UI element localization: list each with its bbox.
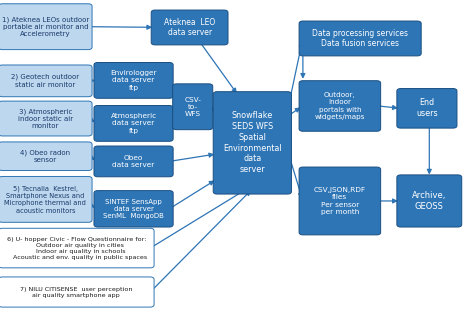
FancyBboxPatch shape <box>0 4 92 50</box>
Text: 7) NILU CITISENSE  user perception
air quality smartphone app: 7) NILU CITISENSE user perception air qu… <box>20 286 132 298</box>
FancyBboxPatch shape <box>0 277 154 307</box>
Text: 5) Tecnalia  Kestrel,
Smartphone Nexus and
Microphone thermal and
acoustic monit: 5) Tecnalia Kestrel, Smartphone Nexus an… <box>4 185 86 214</box>
Text: 6) U- hopper Civic - Flow Questionnaire for:
    Outdoor air quality in cities
 : 6) U- hopper Civic - Flow Questionnaire … <box>5 236 147 260</box>
FancyBboxPatch shape <box>0 142 92 171</box>
FancyBboxPatch shape <box>298 21 420 56</box>
FancyBboxPatch shape <box>298 167 380 235</box>
FancyBboxPatch shape <box>94 146 173 177</box>
FancyBboxPatch shape <box>0 101 92 136</box>
Text: 3) Atmospheric
indoor static air
monitor: 3) Atmospheric indoor static air monitor <box>18 108 73 129</box>
FancyBboxPatch shape <box>94 106 173 141</box>
Text: 4) Obeo radon
sensor: 4) Obeo radon sensor <box>20 149 70 163</box>
Text: CSV,JSON,RDF
files
Per sensor
per month: CSV,JSON,RDF files Per sensor per month <box>313 187 365 215</box>
FancyBboxPatch shape <box>213 92 291 194</box>
Text: Envirologger
data server
ftp: Envirologger data server ftp <box>110 70 157 91</box>
Text: Archive,
GEOSS: Archive, GEOSS <box>411 191 446 211</box>
FancyBboxPatch shape <box>396 175 461 227</box>
Text: Outdoor,
Indoor
portals with
widgets/maps: Outdoor, Indoor portals with widgets/map… <box>314 92 364 120</box>
FancyBboxPatch shape <box>0 65 92 97</box>
Text: Atmospheric
data server
ftp: Atmospheric data server ftp <box>110 113 156 134</box>
Text: Snowflake
SEDS WFS
Spatial
Environmental
data
server: Snowflake SEDS WFS Spatial Environmental… <box>223 111 281 174</box>
FancyBboxPatch shape <box>0 176 92 222</box>
Text: Ateknea  LEO
data server: Ateknea LEO data server <box>164 18 215 37</box>
FancyBboxPatch shape <box>151 10 228 45</box>
FancyBboxPatch shape <box>94 191 173 227</box>
FancyBboxPatch shape <box>0 228 154 268</box>
Text: 1) Ateknea LEOs outdoor
portable air monitor and
Accelerometry: 1) Ateknea LEOs outdoor portable air mon… <box>2 16 89 37</box>
Text: CSV-
to-
WFS: CSV- to- WFS <box>184 96 201 117</box>
Text: 2) Geotech outdoor
static air monitor: 2) Geotech outdoor static air monitor <box>11 74 79 88</box>
Text: Obeo
data server: Obeo data server <box>112 155 154 168</box>
FancyBboxPatch shape <box>298 81 380 131</box>
FancyBboxPatch shape <box>94 62 173 98</box>
Text: End
users: End users <box>415 99 437 118</box>
FancyBboxPatch shape <box>396 89 456 128</box>
Text: Data processing services
Data fusion services: Data processing services Data fusion ser… <box>311 29 407 48</box>
Text: SINTEF SensApp
data server
SenML  MongoDB: SINTEF SensApp data server SenML MongoDB <box>103 198 164 219</box>
FancyBboxPatch shape <box>172 84 212 130</box>
